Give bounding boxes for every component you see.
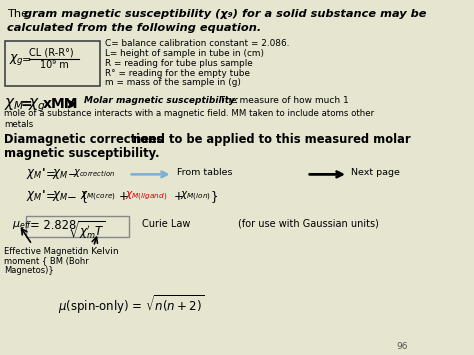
Text: mole of a substance interacts with a magnetic field. MM taken to include atoms o: mole of a substance interacts with a mag… — [4, 109, 374, 118]
Text: =: = — [45, 169, 55, 181]
Text: magnetic susceptibility.: magnetic susceptibility. — [4, 147, 160, 160]
Text: C= balance calibration constant = 2.086.: C= balance calibration constant = 2.086. — [105, 39, 289, 48]
Text: 96: 96 — [396, 343, 408, 351]
Text: +: + — [173, 190, 183, 203]
Text: $\chi_{M(ion)}$: $\chi_{M(ion)}$ — [180, 189, 210, 203]
Text: $\mu$(spin-only) = $\sqrt{n(n + 2)}$: $\mu$(spin-only) = $\sqrt{n(n + 2)}$ — [58, 293, 205, 316]
Text: L= height of sample in tube in (cm): L= height of sample in tube in (cm) — [105, 49, 264, 58]
Text: m = mass of the sample in (g): m = mass of the sample in (g) — [105, 78, 241, 87]
Text: need to be applied to this measured molar: need to be applied to this measured mola… — [128, 133, 410, 146]
Text: − {: − { — [67, 190, 88, 203]
Text: Next page: Next page — [351, 169, 400, 178]
Text: $\chi_{M(core)}$: $\chi_{M(core)}$ — [81, 189, 116, 203]
Text: In Kelvin: In Kelvin — [81, 246, 119, 256]
Text: Molar magnetic susceptibility:: Molar magnetic susceptibility: — [84, 96, 238, 105]
Text: ': ' — [42, 189, 46, 202]
Text: $\chi_g$: $\chi_g$ — [9, 52, 25, 67]
Text: From tables: From tables — [177, 169, 232, 178]
Text: −: − — [68, 169, 78, 181]
Text: ': ' — [42, 168, 46, 180]
Text: =: = — [45, 190, 55, 203]
Text: R = reading for tube plus sample: R = reading for tube plus sample — [105, 59, 253, 68]
Text: =: = — [22, 55, 31, 65]
Text: x: x — [43, 97, 52, 111]
Bar — [26, 216, 129, 237]
Text: $\chi_M$: $\chi_M$ — [26, 189, 42, 203]
Text: CL (R-R°): CL (R-R°) — [29, 48, 74, 58]
Text: +: + — [119, 190, 129, 203]
Text: Curie Law: Curie Law — [142, 219, 190, 229]
Text: $\mu_{eff}$: $\mu_{eff}$ — [12, 219, 32, 231]
Text: = 2.828: = 2.828 — [30, 219, 77, 232]
Text: Diamagnetic corrections: Diamagnetic corrections — [4, 133, 163, 146]
Text: moment { BM (Bohr: moment { BM (Bohr — [4, 256, 89, 266]
Text: Magnetos)}: Magnetos)} — [4, 266, 54, 275]
Text: calculated from the following equation.: calculated from the following equation. — [7, 23, 261, 33]
Text: 10⁹ m: 10⁹ m — [40, 60, 69, 70]
Text: (for use with Gaussian units): (for use with Gaussian units) — [238, 219, 379, 229]
Text: }: } — [210, 190, 218, 203]
Text: $\chi_M$: $\chi_M$ — [52, 168, 69, 181]
Text: The: The — [7, 9, 31, 19]
Text: $\chi_M$: $\chi_M$ — [52, 189, 69, 203]
Text: The measure of how much 1: The measure of how much 1 — [217, 96, 349, 105]
Bar — [5, 41, 100, 86]
Text: $\chi_{correction}$: $\chi_{correction}$ — [73, 168, 116, 180]
Text: Effective Magnetic: Effective Magnetic — [4, 246, 82, 256]
Text: $\chi_M$: $\chi_M$ — [4, 96, 25, 112]
Text: $\sqrt{\chi_m' T}$: $\sqrt{\chi_m' T}$ — [68, 219, 105, 241]
Text: R° = reading for the empty tube: R° = reading for the empty tube — [105, 69, 250, 78]
Text: gram magnetic susceptibility (χ₉) for a solid substance may be: gram magnetic susceptibility (χ₉) for a … — [24, 9, 427, 19]
Text: $\chi_M$: $\chi_M$ — [26, 168, 42, 181]
Text: =: = — [21, 97, 32, 111]
Text: $\chi_g$: $\chi_g$ — [27, 96, 46, 114]
Text: MM: MM — [51, 97, 78, 111]
Text: $\chi_{M(ligand)}$: $\chi_{M(ligand)}$ — [125, 189, 167, 203]
Text: metals: metals — [4, 120, 33, 129]
